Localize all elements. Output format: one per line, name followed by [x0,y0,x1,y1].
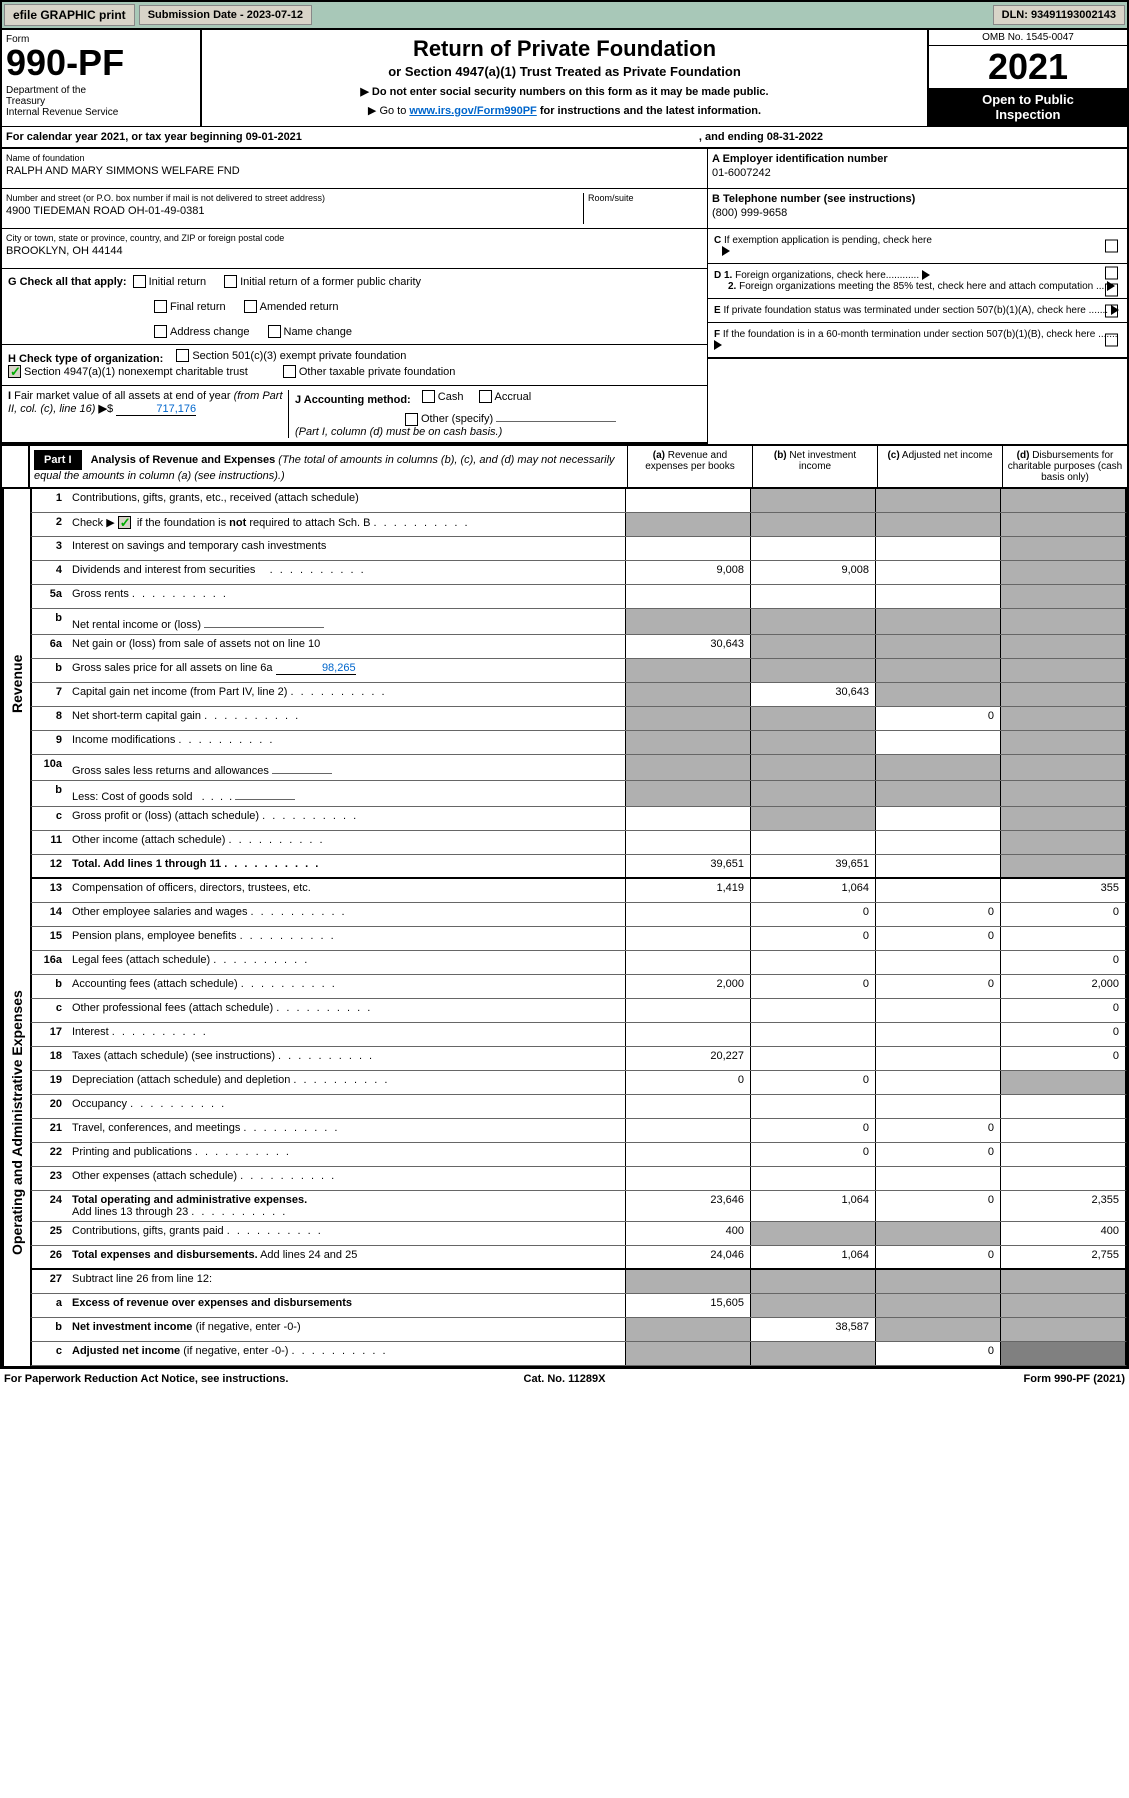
checkbox-foreign-org[interactable] [1105,266,1118,279]
col-b-header: (b) Net investment income [752,446,877,487]
dln-label: DLN: 93491193002143 [993,5,1125,25]
section-j: J Accounting method: Cash Accrual Other … [288,390,701,438]
tax-year: 2021 [929,46,1127,88]
revenue-sidelabel: Revenue [2,489,30,879]
checkbox-other-taxable[interactable] [283,365,296,378]
checkbox-85-test[interactable] [1105,283,1118,296]
section-h: H Check type of organization: Section 50… [2,345,707,386]
irs-link[interactable]: www.irs.gov/Form990PF [409,105,536,117]
footer-left: For Paperwork Reduction Act Notice, see … [4,1373,378,1385]
efile-print-button[interactable]: efile GRAPHIC print [4,4,135,26]
expenses-sidelabel: Operating and Administrative Expenses [2,879,30,1366]
instruction-1: ▶ Do not enter social security numbers o… [208,85,921,98]
city-label: City or town, state or province, country… [6,233,703,243]
dept-treasury: Department of theTreasuryInternal Revenu… [6,85,196,118]
section-d: D 1. Foreign organizations, check here..… [708,264,1127,299]
section-i: I Fair market value of all assets at end… [8,390,288,438]
line4-b: 9,008 [750,561,875,584]
line8-c: 0 [875,707,1000,730]
checkbox-amended[interactable] [244,300,257,313]
calendar-year-row: For calendar year 2021, or tax year begi… [0,126,1129,149]
line7-b: 30,643 [750,683,875,706]
line12-b: 39,651 [750,855,875,877]
checkbox-accrual[interactable] [479,390,492,403]
efile-topbar: efile GRAPHIC print Submission Date - 20… [0,0,1129,30]
phone-label: B Telephone number (see instructions) [712,193,1123,205]
section-c: C If exemption application is pending, c… [708,229,1127,264]
section-g: G Check all that apply: Initial return I… [2,269,707,345]
checkbox-terminated[interactable] [1105,304,1118,317]
part1-header: Part I Analysis of Revenue and Expenses … [0,444,1129,489]
checkbox-other-method[interactable] [405,413,418,426]
footer-cat: Cat. No. 11289X [378,1373,752,1385]
col-a-header: (a) Revenue and expenses per books [627,446,752,487]
checkbox-initial-return[interactable] [133,275,146,288]
omb-number: OMB No. 1545-0047 [929,30,1127,46]
checkbox-name-change[interactable] [268,325,281,338]
expenses-section: Operating and Administrative Expenses 13… [0,879,1129,1368]
part1-badge: Part I [34,450,82,470]
checkbox-initial-former[interactable] [224,275,237,288]
ein-label: A Employer identification number [712,153,1123,165]
city-value: BROOKLYN, OH 44144 [6,245,703,257]
line6b-val: 98,265 [276,662,356,675]
instruction-2: ▶ Go to www.irs.gov/Form990PF for instru… [208,104,921,117]
page-footer: For Paperwork Reduction Act Notice, see … [0,1368,1129,1389]
room-label: Room/suite [588,193,703,203]
foundation-name: RALPH AND MARY SIMMONS WELFARE FND [6,165,703,177]
form-subtitle: or Section 4947(a)(1) Trust Treated as P… [208,64,921,79]
checkbox-final-return[interactable] [154,300,167,313]
form-title: Return of Private Foundation [208,36,921,62]
g-label: G Check all that apply: [8,276,127,288]
checkbox-60-month[interactable] [1105,334,1118,347]
ein-value: 01-6007242 [712,167,1123,179]
name-label: Name of foundation [6,153,703,163]
address-label: Number and street (or P.O. box number if… [6,193,583,203]
checkbox-exemption-pending[interactable] [1105,240,1118,253]
fmv-value[interactable]: 717,176 [116,403,196,416]
address: 4900 TIEDEMAN ROAD OH-01-49-0381 [6,205,583,217]
checkbox-4947a1[interactable] [8,365,21,378]
col-d-header: (d) Disbursements for charitable purpose… [1002,446,1127,487]
section-f: F If the foundation is in a 60-month ter… [708,323,1127,359]
revenue-section: Revenue 1Contributions, gifts, grants, e… [0,489,1129,879]
foundation-info: Name of foundation RALPH AND MARY SIMMON… [0,149,1129,444]
footer-form: Form 990-PF (2021) [751,1373,1125,1385]
checkbox-501c3[interactable] [176,349,189,362]
line12-a: 39,651 [625,855,750,877]
submission-date: Submission Date - 2023-07-12 [139,5,312,25]
form-number: 990-PF [6,45,196,81]
phone-value: (800) 999-9658 [712,207,1123,219]
section-e: E If private foundation status was termi… [708,299,1127,323]
line6a-a: 30,643 [625,635,750,658]
open-to-public: Open to PublicInspection [929,88,1127,126]
checkbox-cash[interactable] [422,390,435,403]
form-header: Form 990-PF Department of theTreasuryInt… [0,30,1129,126]
checkbox-no-sch-b[interactable] [118,516,131,529]
checkbox-address-change[interactable] [154,325,167,338]
line4-a: 9,008 [625,561,750,584]
col-c-header: (c) Adjusted net income [877,446,1002,487]
